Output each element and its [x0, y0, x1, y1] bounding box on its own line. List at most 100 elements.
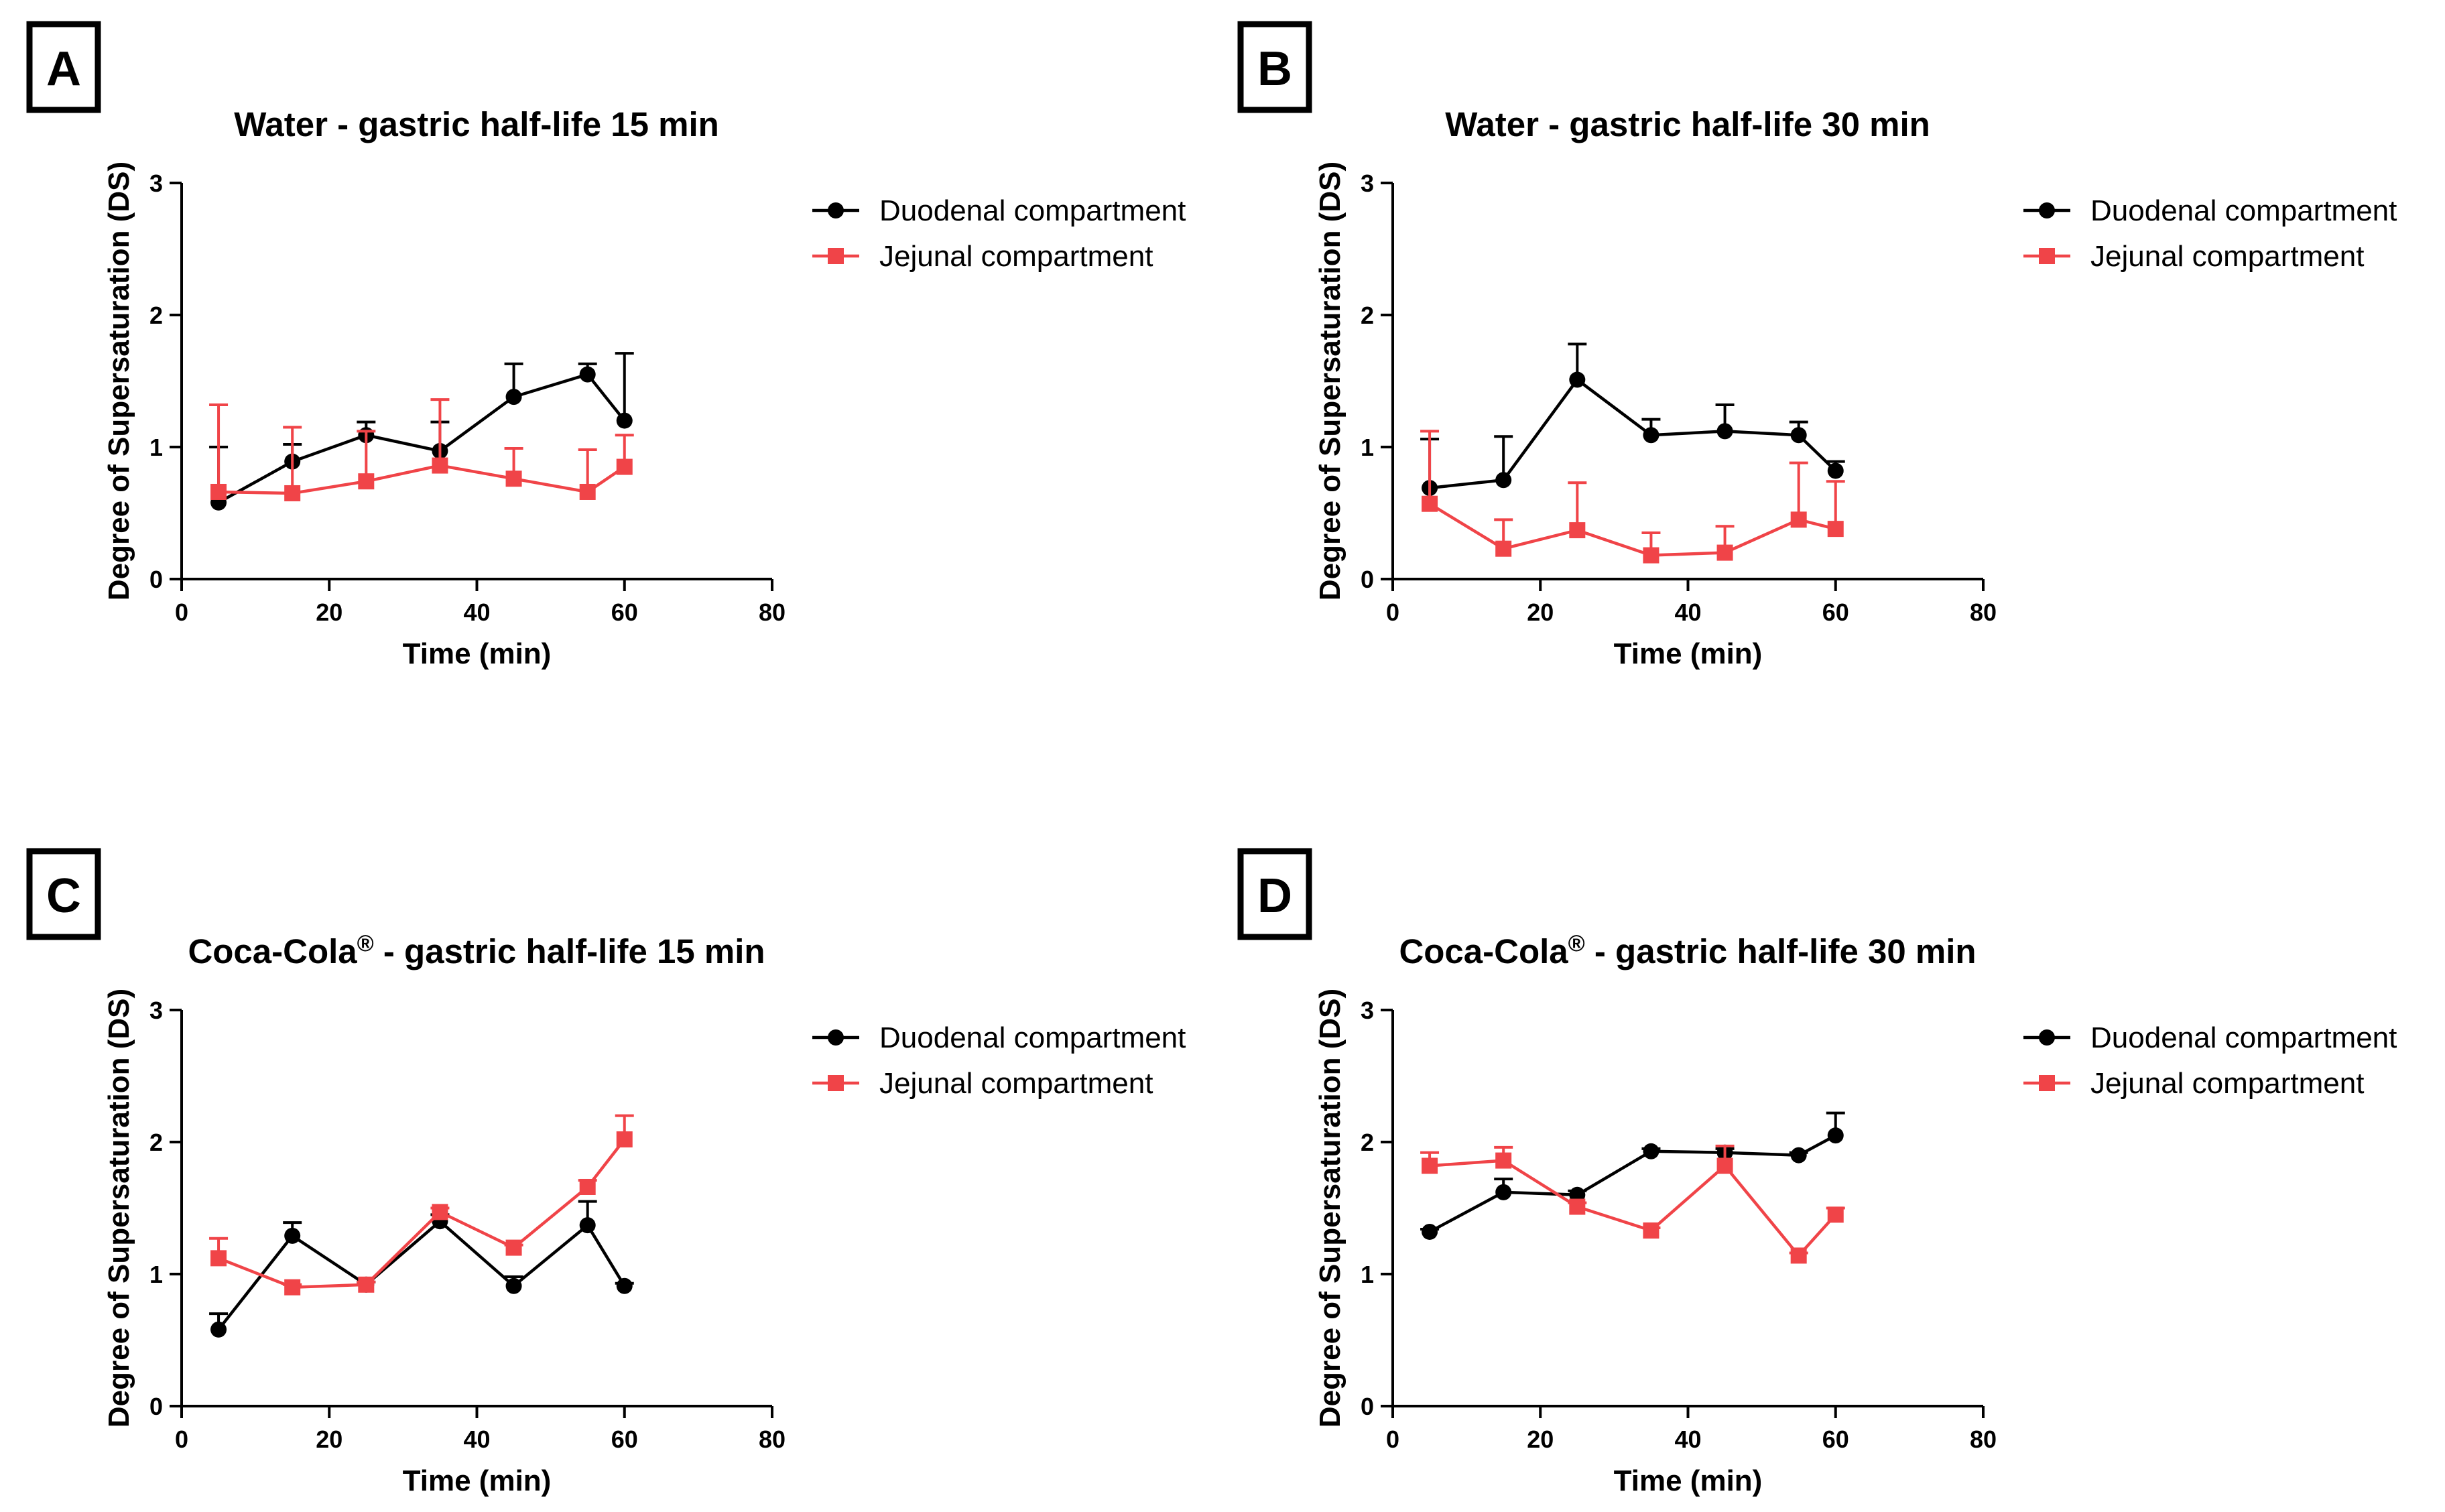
legend-label-jejunal: Jejunal compartment [2090, 1067, 2364, 1100]
x-tick-label: 60 [1822, 598, 1849, 626]
legend-marker-duodenal [2039, 1029, 2055, 1046]
legend-label-duodenal: Duodenal compartment [879, 194, 1186, 227]
x-tick-label: 80 [759, 1426, 786, 1453]
y-tick-label: 1 [1361, 1261, 1374, 1288]
data-point-jejunal [579, 1178, 596, 1195]
y-tick-label: 1 [149, 1261, 163, 1288]
y-tick-label: 0 [1361, 1393, 1374, 1420]
panel-b: B Water - gastric half-life 30 min 0 1 2 3 0 20… [1237, 21, 2397, 670]
data-point-duodenal [1716, 423, 1733, 440]
x-tick-label: 60 [611, 598, 638, 626]
x-tick-label: 40 [1674, 1426, 1701, 1453]
x-tick-label: 20 [1527, 1426, 1554, 1453]
series-line-duodenal [217, 373, 626, 504]
x-axis-label: Time (min) [403, 637, 552, 670]
data-point-jejunal [579, 483, 596, 500]
panel-letter: B [1257, 42, 1292, 96]
series-duodenal [209, 352, 634, 511]
series-line-jejunal [1429, 1159, 1837, 1258]
data-point-jejunal [1422, 495, 1438, 512]
data-point-jejunal [1422, 1157, 1438, 1174]
data-point-jejunal [616, 458, 633, 475]
legend-label-duodenal: Duodenal compartment [879, 1021, 1186, 1054]
legend-label-jejunal: Jejunal compartment [2090, 240, 2364, 273]
data-point-jejunal [210, 483, 227, 500]
y-axis-label: Degree of Supersaturation (DS) [103, 162, 135, 601]
series-duodenal [209, 1200, 634, 1338]
data-point-duodenal [1495, 1184, 1512, 1200]
x-tick-label: 40 [463, 598, 490, 626]
chart-title: Coca-Cola® - gastric half-life 30 min [1399, 931, 1976, 970]
data-point-jejunal [1495, 540, 1512, 557]
legend: Duodenal compartment Jejunal compartment [2023, 194, 2397, 273]
panel-letter-box [1237, 848, 1312, 940]
legend-marker-jejunal [828, 248, 844, 264]
panel-letter-box [26, 848, 101, 940]
x-tick-label: 0 [175, 1426, 188, 1453]
series-jejunal [209, 398, 634, 501]
panel-letter-box [1237, 21, 1312, 113]
x-axis-label: Time (min) [403, 1464, 552, 1497]
series-jejunal [1420, 1144, 1845, 1264]
series-line-duodenal [1428, 1134, 1836, 1233]
x-tick-label: 60 [611, 1426, 638, 1453]
y-tick-label: 3 [1361, 170, 1374, 197]
y-tick-label: 2 [149, 1129, 163, 1156]
data-point-duodenal [579, 1217, 596, 1234]
legend-label-duodenal: Duodenal compartment [2090, 194, 2397, 227]
data-point-jejunal [1716, 544, 1733, 561]
x-axis-label: Time (min) [1614, 637, 1763, 670]
data-point-jejunal [1827, 1206, 1844, 1223]
y-tick-label: 0 [149, 1393, 163, 1420]
series-duodenal [1420, 342, 1845, 497]
data-point-jejunal [432, 457, 448, 474]
x-tick-label: 0 [175, 598, 188, 626]
legend-marker-duodenal [828, 202, 844, 218]
data-point-jejunal [1827, 521, 1844, 538]
series-duodenal [1420, 1111, 1845, 1240]
data-point-duodenal [210, 1321, 227, 1338]
data-point-jejunal [1569, 1198, 1586, 1215]
data-point-duodenal [505, 1277, 522, 1294]
data-point-jejunal [358, 1276, 375, 1293]
legend-marker-jejunal [828, 1075, 844, 1091]
data-point-duodenal [1643, 427, 1659, 444]
data-point-duodenal [579, 366, 596, 383]
x-tick-label: 80 [759, 598, 786, 626]
legend-label-duodenal: Duodenal compartment [2090, 1021, 2397, 1054]
series-line-duodenal [1429, 377, 1837, 490]
data-point-jejunal [284, 485, 301, 501]
data-point-jejunal [1643, 1222, 1659, 1239]
series-line-duodenal [217, 1219, 626, 1331]
legend-marker-duodenal [828, 1029, 844, 1046]
chart-title: Water - gastric half-life 15 min [234, 105, 719, 143]
panel-letter: C [46, 869, 81, 923]
data-point-jejunal [505, 470, 522, 487]
legend: Duodenal compartment Jejunal compartment [2023, 1021, 2397, 1100]
data-point-jejunal [1569, 522, 1586, 539]
data-point-duodenal [1827, 1127, 1844, 1144]
legend-marker-duodenal [2039, 202, 2055, 218]
panel-letter-box [26, 21, 101, 113]
plot-area [209, 1114, 634, 1338]
chart-title: Water - gastric half-life 30 min [1445, 105, 1930, 143]
data-point-jejunal [1790, 511, 1807, 528]
x-tick-label: 60 [1822, 1426, 1849, 1453]
data-point-duodenal [1643, 1143, 1659, 1159]
legend-marker-jejunal [2039, 248, 2055, 264]
data-point-duodenal [1422, 1223, 1438, 1240]
plot-area [1420, 1111, 1845, 1264]
legend: Duodenal compartment Jejunal compartment [812, 194, 1186, 273]
legend-label-jejunal: Jejunal compartment [879, 240, 1153, 273]
x-tick-label: 80 [1970, 598, 1997, 626]
panel-c: C Coca-Cola® - gastric half-life 15 min 0 1… [26, 848, 1186, 1497]
y-tick-label: 2 [1361, 1129, 1374, 1156]
y-tick-label: 3 [1361, 997, 1374, 1024]
y-tick-label: 2 [149, 302, 163, 329]
panel-letter: D [1257, 869, 1292, 923]
x-tick-label: 40 [463, 1426, 490, 1453]
y-tick-label: 1 [149, 434, 163, 461]
series-line-jejunal [218, 1138, 626, 1289]
legend: Duodenal compartment Jejunal compartment [812, 1021, 1186, 1100]
data-point-duodenal [284, 1227, 301, 1244]
